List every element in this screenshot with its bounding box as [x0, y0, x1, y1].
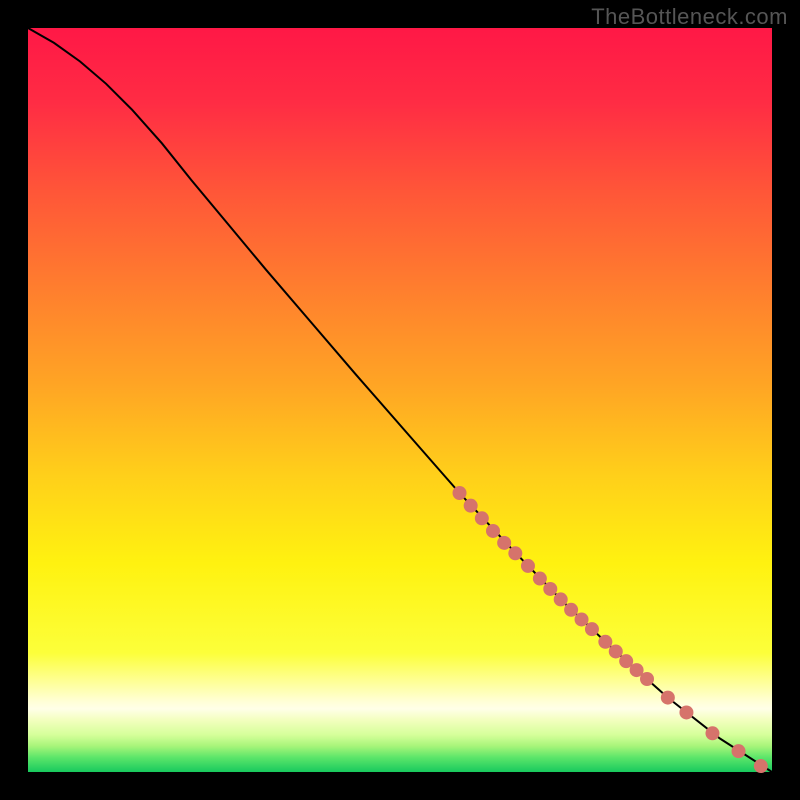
- data-point-marker: [754, 759, 768, 773]
- data-point-marker: [575, 612, 589, 626]
- data-point-marker: [554, 592, 568, 606]
- data-point-marker: [732, 744, 746, 758]
- data-point-marker: [640, 672, 654, 686]
- data-point-marker: [679, 705, 693, 719]
- data-point-marker: [453, 486, 467, 500]
- data-point-marker: [609, 644, 623, 658]
- data-point-marker: [497, 536, 511, 550]
- data-point-marker: [521, 559, 535, 573]
- data-point-marker: [543, 582, 557, 596]
- curve-line: [28, 28, 772, 772]
- plot-area: [28, 28, 772, 772]
- data-point-marker: [475, 511, 489, 525]
- chart-svg: [28, 28, 772, 772]
- data-point-marker: [564, 603, 578, 617]
- watermark-text: TheBottleneck.com: [591, 4, 788, 30]
- data-point-marker: [598, 635, 612, 649]
- data-point-marker: [486, 524, 500, 538]
- data-point-marker: [464, 499, 478, 513]
- data-point-marker: [661, 691, 675, 705]
- data-point-marker: [585, 622, 599, 636]
- chart-stage: TheBottleneck.com: [0, 0, 800, 800]
- data-point-marker: [508, 546, 522, 560]
- marker-group: [453, 486, 768, 773]
- data-point-marker: [533, 572, 547, 586]
- data-point-marker: [705, 726, 719, 740]
